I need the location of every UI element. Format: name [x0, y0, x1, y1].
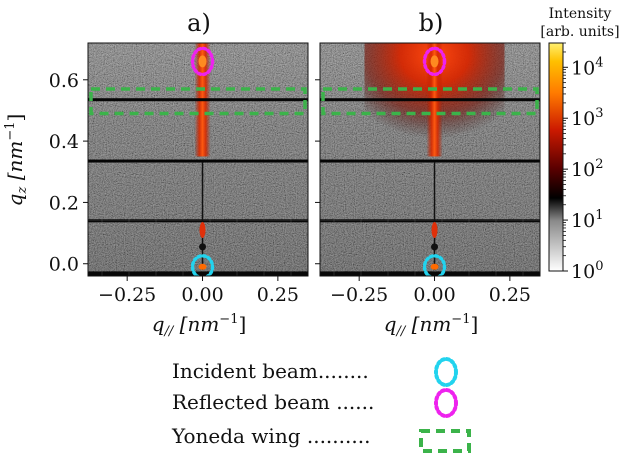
- svg-text:qz [nm−1]: qz [nm−1]: [3, 114, 30, 207]
- x-tick-label: 0.00: [413, 284, 455, 306]
- x-tick-label: −0.25: [98, 284, 156, 306]
- panel-b-title: b): [419, 9, 444, 37]
- y-tick-label: 0.0: [49, 254, 79, 276]
- colorbar-title-line1: Intensity: [549, 6, 612, 22]
- reflected-beam-marker: [422, 46, 447, 77]
- legend-label-yoneda: Yoneda wing ..........: [171, 424, 370, 448]
- y-label-exp: −1: [3, 121, 18, 140]
- y-label-unit: [nm: [3, 141, 27, 181]
- transmitted-spot: [199, 222, 206, 239]
- x-tick-label: 0.25: [489, 284, 531, 306]
- x-tick-label: −0.25: [330, 284, 388, 306]
- reflected-spot: [198, 55, 207, 68]
- colorbar-tick-label: 101: [571, 208, 603, 232]
- xb-exp: −1: [451, 312, 470, 327]
- colorbar-gradient: [548, 42, 564, 272]
- colorbar-tick-label: 100: [571, 259, 603, 283]
- x-tick-label: 0.00: [181, 284, 223, 306]
- axes: −0.25 0.00 0.25 0.0 0.2 0.4 0.6 −0.25 0.00 0.25: [49, 70, 531, 306]
- detector-gap: [320, 98, 540, 102]
- legend-swatch-reflected: [434, 388, 458, 418]
- xa-sub: //: [163, 324, 175, 339]
- panel-a: [88, 43, 308, 276]
- colorbar-tick-label: 102: [571, 157, 603, 181]
- colorbar-title-line2: [arb. units]: [540, 24, 619, 40]
- incident-beam-marker: [422, 254, 447, 276]
- transmitted-spot: [431, 222, 438, 239]
- xa-exp: −1: [219, 312, 238, 327]
- beamstop-dot: [199, 243, 207, 251]
- xa-close: ]: [238, 312, 246, 336]
- colorbar: Intensity [arb. units] 100 101 102 103 104: [540, 6, 619, 283]
- panel-b-beamstop: [430, 55, 439, 270]
- panel-b-markers: [321, 46, 539, 276]
- colorbar-tick-label: 104: [571, 55, 603, 79]
- beamstop-dot: [431, 243, 439, 251]
- panel-a-beamstop: [198, 55, 207, 270]
- panel-a-markers: [89, 46, 307, 276]
- legend-swatch-yoneda: [419, 429, 471, 453]
- detector-gap: [88, 98, 308, 102]
- colorbar-ticks: 100 101 102 103 104: [563, 42, 603, 283]
- xa-base: q: [152, 312, 165, 336]
- y-tick-label: 0.4: [49, 131, 79, 153]
- incident-beam-marker: [190, 254, 215, 276]
- panel-a-frame: [87, 42, 309, 277]
- y-tick-label: 0.2: [49, 192, 79, 214]
- legend: Incident beam........ Reflected beam ....…: [171, 357, 471, 453]
- detector-gap: [320, 159, 540, 163]
- legend-label-reflected: Reflected beam ......: [172, 390, 374, 414]
- y-label-close: ]: [3, 114, 27, 122]
- xa-unit: [nm: [180, 312, 220, 336]
- colorbar-tick-label: 103: [571, 106, 603, 130]
- y-tick-label: 0.6: [49, 70, 79, 92]
- yoneda-wing-marker: [321, 87, 539, 116]
- y-axis-label: qz [nm−1]: [3, 114, 30, 207]
- panel-b-module-grid: [320, 162, 540, 276]
- detector-edge: [320, 271, 540, 276]
- legend-label-incident: Incident beam........: [172, 359, 369, 383]
- incident-spot: [198, 263, 207, 270]
- x-axis-label-a: q// [nm−1]: [152, 312, 247, 339]
- xb-base: q: [384, 312, 397, 336]
- legend-swatch-incident: [434, 357, 458, 387]
- xb-sub: //: [395, 324, 407, 339]
- y-label-base: q: [3, 194, 27, 207]
- detector-gap: [88, 159, 308, 163]
- y-label-sub: z: [15, 187, 30, 195]
- detector-edge: [88, 271, 308, 276]
- xb-unit: [nm: [412, 312, 452, 336]
- yoneda-wing-marker: [89, 87, 307, 116]
- panel-a-title: a): [187, 9, 211, 37]
- incident-spot: [430, 263, 439, 270]
- x-tick-label: 0.25: [257, 284, 299, 306]
- reflected-beam-marker: [190, 46, 215, 77]
- panel-b: [320, 43, 540, 276]
- reflected-spot: [430, 55, 439, 68]
- xb-close: ]: [470, 312, 478, 336]
- panel-b-frame: [319, 42, 541, 277]
- x-axis-label-b: q// [nm−1]: [384, 312, 479, 339]
